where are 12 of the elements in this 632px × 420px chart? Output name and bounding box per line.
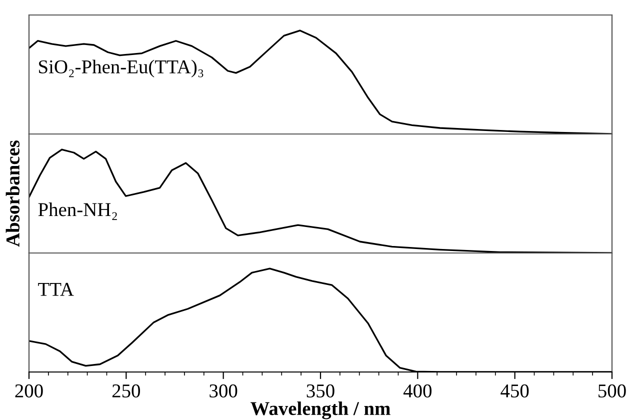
- x-tick-label: 500: [598, 384, 626, 398]
- annotation: Phen-NH₂: [38, 202, 117, 220]
- x-tick-label: 200: [15, 384, 43, 398]
- x-tick-label: 400: [403, 384, 432, 398]
- x-tick-label: 300: [210, 384, 238, 398]
- x-axis-title: Wavelength / nm: [250, 401, 390, 420]
- annotation: SiO₂-Phen-Eu(TTA)₃: [39, 60, 204, 78]
- x-tick-label: 250: [112, 384, 140, 398]
- x-tick-label: 350: [306, 384, 334, 398]
- annotation: TTA: [38, 282, 74, 296]
- x-tick-label: 450: [500, 384, 529, 398]
- y-axis-title: Absorbances: [6, 140, 20, 247]
